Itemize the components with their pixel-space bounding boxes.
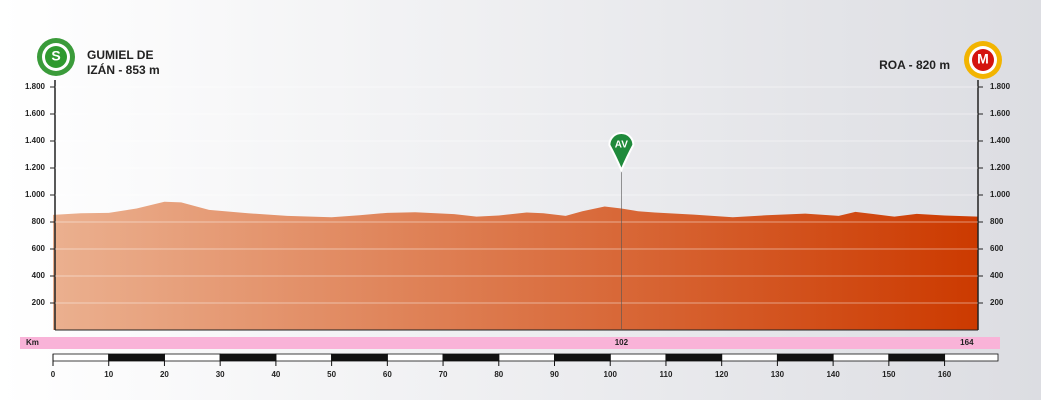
y-tick-label: 200 — [990, 298, 1004, 307]
y-tick-label: 200 — [32, 298, 46, 307]
marker-pin — [608, 132, 635, 173]
start-elevation: IZÁN - 853 m — [87, 62, 160, 77]
x-tick-label: 110 — [659, 370, 672, 379]
x-tick-label: 10 — [104, 370, 113, 379]
y-tick-label: 1.800 — [25, 82, 46, 91]
scale-segment — [52, 353, 110, 362]
y-tick-label: 1.600 — [990, 109, 1011, 118]
y-tick-label: 1.000 — [25, 190, 46, 199]
y-tick-label: 400 — [990, 271, 1004, 280]
y-tick-label: 1.400 — [25, 136, 46, 145]
scale-segment — [665, 353, 723, 362]
scale-segment — [275, 353, 333, 362]
y-tick-label: 1.400 — [990, 136, 1011, 145]
scale-segment — [888, 353, 945, 362]
finish-name: ROA - 820 m — [879, 58, 950, 72]
y-tick-label: 1.600 — [25, 109, 46, 118]
x-tick-label: 40 — [271, 370, 280, 379]
scale-segment — [832, 353, 890, 362]
start-icon: S — [51, 48, 60, 64]
scale-segment — [721, 353, 778, 362]
scale-segment — [498, 353, 555, 362]
x-tick-label: 0 — [51, 370, 56, 379]
y-tick-label: 600 — [990, 244, 1004, 253]
x-tick-label: 140 — [826, 370, 840, 379]
x-tick-label: 150 — [882, 370, 896, 379]
scale-segment — [386, 353, 444, 362]
scale-segment — [442, 353, 500, 362]
scale-segment — [108, 353, 165, 362]
y-tick-label: 800 — [990, 217, 1004, 226]
x-tick-label: 120 — [715, 370, 729, 379]
x-tick-label: 130 — [771, 370, 785, 379]
scale-segment — [164, 353, 221, 362]
x-tick-label: 30 — [216, 370, 225, 379]
x-tick-label: 20 — [160, 370, 169, 379]
km-label: 164 — [960, 338, 974, 347]
km-title: Km — [26, 338, 39, 347]
scale-segment — [554, 353, 611, 362]
km-row — [20, 337, 1000, 349]
x-tick-label: 50 — [327, 370, 336, 379]
y-tick-label: 600 — [32, 244, 46, 253]
x-tick-label: 70 — [439, 370, 448, 379]
x-tick-label: 160 — [938, 370, 952, 379]
y-tick-label: 1.000 — [990, 190, 1011, 199]
y-tick-label: 1.200 — [25, 163, 46, 172]
marker-label: AV — [615, 140, 628, 151]
scale-segment — [776, 353, 834, 362]
y-tick-label: 1.800 — [990, 82, 1011, 91]
scale-segment — [219, 353, 277, 362]
scale-segment — [331, 353, 388, 362]
km-label: 102 — [615, 338, 629, 347]
start-badge: S — [37, 38, 75, 76]
y-tick-label: 800 — [32, 217, 46, 226]
finish-badge: M — [964, 41, 1002, 79]
scale-segment — [609, 353, 667, 362]
x-tick-label: 80 — [494, 370, 503, 379]
elevation-area — [53, 201, 978, 330]
x-tick-label: 90 — [550, 370, 559, 379]
y-tick-label: 1.200 — [990, 163, 1011, 172]
start-name: GUMIEL DE — [87, 48, 153, 62]
y-tick-label: 400 — [32, 271, 46, 280]
scale-segment — [944, 353, 999, 362]
x-tick-label: 60 — [383, 370, 392, 379]
x-tick-label: 100 — [604, 370, 618, 379]
finish-icon: M — [977, 51, 989, 67]
